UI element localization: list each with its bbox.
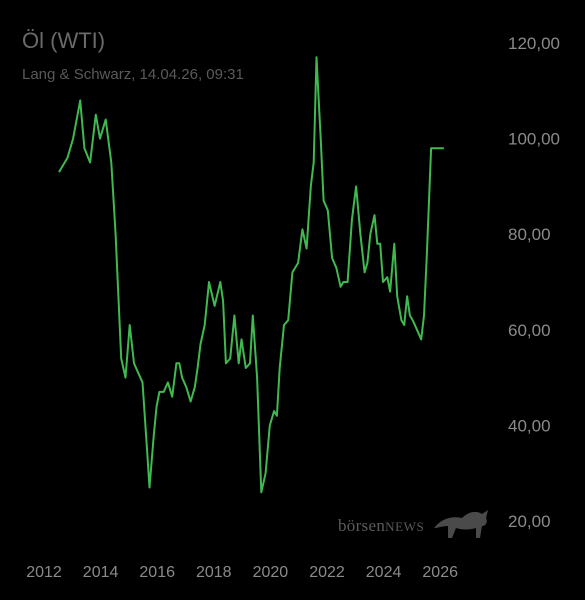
y-tick-label: 60,00 [508,321,551,340]
bull-logo-icon [434,510,488,538]
x-tick-label: 2026 [422,564,458,581]
y-tick-label: 100,00 [508,130,560,149]
x-tick-label: 2020 [253,564,289,581]
x-tick-label: 2014 [83,564,119,581]
x-tick-label: 2022 [309,564,345,581]
price-series-line [58,56,444,494]
y-tick-label: 40,00 [508,416,551,435]
x-tick-label: 2018 [196,564,232,581]
watermark-text-part2: NEWS [385,519,425,534]
boersennews-watermark: börsenNEWS [338,516,424,536]
y-tick-label: 120,00 [508,34,560,53]
y-tick-label: 20,00 [508,512,551,531]
chart-title: Öl (WTI) [22,28,106,53]
chart-subtitle: Lang & Schwarz, 14.04.26, 09:31 [22,66,244,83]
y-tick-label: 80,00 [508,225,551,244]
watermark-text-part1: börsen [338,516,386,535]
x-tick-label: 2012 [26,564,62,581]
x-tick-label: 2024 [366,564,402,581]
x-tick-label: 2016 [139,564,175,581]
